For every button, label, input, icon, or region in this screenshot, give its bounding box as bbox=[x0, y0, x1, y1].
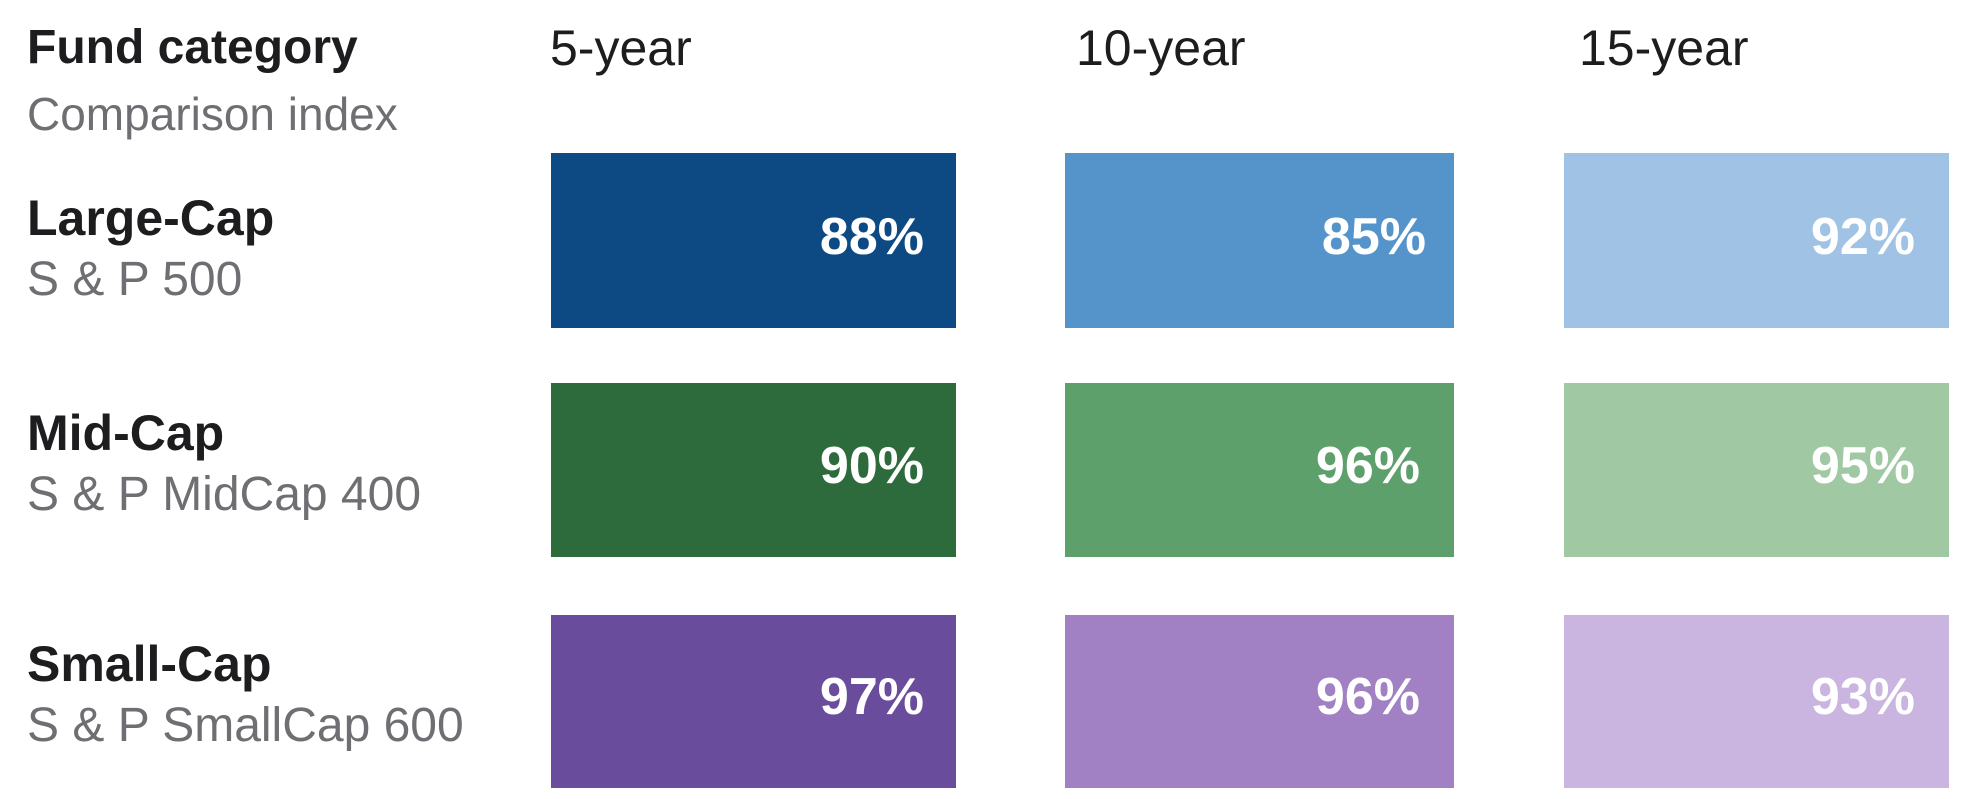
cell-value: 90% bbox=[819, 437, 924, 495]
row-index-mid-cap: S & P MidCap 400 bbox=[27, 468, 422, 521]
row-index-small-cap: S & P SmallCap 600 bbox=[27, 699, 464, 752]
heatmap-cell-small-cap-10-year: 96% bbox=[1065, 615, 1454, 788]
cell-value: 96% bbox=[1315, 668, 1420, 726]
heatmap-cell-large-cap-5-year: 88% bbox=[551, 153, 956, 328]
heatmap-cell-large-cap-10-year: 85% bbox=[1065, 153, 1454, 328]
column-header-15-year: 15-year bbox=[1579, 20, 1749, 76]
cell-value: 92% bbox=[1810, 208, 1915, 266]
cell-value: 93% bbox=[1810, 668, 1915, 726]
cell-value: 97% bbox=[819, 668, 924, 726]
heatmap-cell-mid-cap-5-year: 90% bbox=[551, 383, 956, 557]
row-header-title: Fund category bbox=[27, 21, 358, 74]
row-label-mid-cap: Mid-Cap bbox=[27, 405, 225, 461]
column-header-5-year: 5-year bbox=[550, 20, 692, 76]
row-header-subtitle: Comparison index bbox=[27, 88, 398, 140]
heatmap-cell-small-cap-15-year: 93% bbox=[1564, 615, 1949, 788]
heatmap-cell-mid-cap-15-year: 95% bbox=[1564, 383, 1949, 557]
row-label-small-cap: Small-Cap bbox=[27, 636, 272, 692]
row-index-large-cap: S & P 500 bbox=[27, 253, 243, 306]
cell-value: 95% bbox=[1810, 437, 1915, 495]
cell-value: 96% bbox=[1315, 437, 1420, 495]
column-header-10-year: 10-year bbox=[1076, 20, 1246, 76]
cell-value: 88% bbox=[819, 208, 924, 266]
row-label-large-cap: Large-Cap bbox=[27, 190, 275, 246]
heatmap-cell-large-cap-15-year: 92% bbox=[1564, 153, 1949, 328]
cell-value: 85% bbox=[1321, 208, 1426, 266]
heatmap-cell-small-cap-5-year: 97% bbox=[551, 615, 956, 788]
heatmap-cell-mid-cap-10-year: 96% bbox=[1065, 383, 1454, 557]
